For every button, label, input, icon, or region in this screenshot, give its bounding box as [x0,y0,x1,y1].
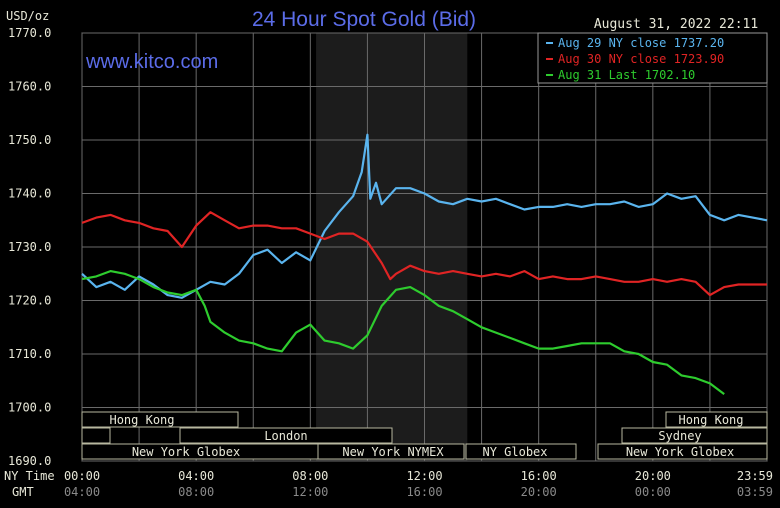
y-tick-label: 1710.0 [8,347,51,361]
ny-time-tick-label: 23:59 [737,469,773,483]
session-sydney [621,427,768,444]
legend-swatch-aug31 [546,74,553,76]
session-hong-kong-left [81,411,239,428]
y-tick-label: 1740.0 [8,187,51,201]
session-label-ny-nymex: New York NYMEX [342,445,444,459]
session-label-ny-globex-mid: NY Globex [482,445,547,459]
y-tick-label: 1690.0 [8,454,51,468]
gmt-tick-label: 16:00 [406,485,442,499]
gmt-row-label: GMT [12,485,34,499]
ny-time-tick-label: 20:00 [635,469,671,483]
legend-box [537,32,768,84]
session-london [81,427,111,444]
series-lines [81,133,768,395]
legend-label-aug29: Aug 29 NY close 1737.20 [558,36,724,50]
session-ny-globex-right [597,443,768,460]
session-label-london: London [264,429,307,443]
chart-title: 24 Hour Spot Gold (Bid) [252,8,476,31]
x-tick-labels: 00:00 04:00 08:00 12:00 16:00 20:00 23:59 04:00… [64,469,773,499]
ny-time-row-label: NY Time [4,469,55,483]
y-tick-label: 1750.0 [8,133,51,147]
gmt-tick-label: 04:00 [64,485,100,499]
y-tick-label: 1770.0 [8,26,51,40]
ny-time-tick-label: 16:00 [521,469,557,483]
legend-swatch-aug30 [546,58,553,60]
session-label-ny-globex-left: New York Globex [132,445,240,459]
series-line [81,211,767,297]
gmt-tick-label: 20:00 [521,485,557,499]
ny-time-tick-label: 08:00 [292,469,328,483]
y-tick-label: 1730.0 [8,240,51,254]
session-ny-nymex [317,443,465,460]
y-tick-label: 1760.0 [8,80,51,94]
session-label-hong-kong-right: Hong Kong [678,413,743,427]
ny-time-tick-label: 12:00 [406,469,442,483]
watermark: www.kitco.com [85,51,218,73]
session-label-sydney: Sydney [658,429,701,443]
series-line [81,133,768,299]
session-ny-globex-mid [465,443,577,460]
y-tick-label: 1720.0 [8,294,51,308]
gmt-tick-label: 12:00 [292,485,328,499]
gmt-tick-label: 00:00 [635,485,671,499]
y-tick-labels: 1770.0 1760.0 1750.0 1740.0 1730.0 1720.0 1710… [8,26,51,468]
gmt-tick-label: 03:59 [737,485,773,499]
ny-time-tick-label: 04:00 [178,469,214,483]
grid-lines [81,32,768,462]
y-unit-label: USD/oz [6,9,49,23]
gmt-tick-label: 08:00 [178,485,214,499]
series-line [81,270,725,395]
session-bands [81,411,768,460]
y-tick-label: 1700.0 [8,401,51,415]
legend-label-aug31: Aug 31 Last 1702.10 [558,68,695,82]
legend: Aug 29 NY close 1737.20 Aug 30 NY close … [537,32,768,84]
session-hong-kong-right [665,411,768,428]
legend-label-aug30: Aug 30 NY close 1723.90 [558,52,724,66]
legend-swatch-aug29 [546,42,553,44]
session-label-ny-globex-right: New York Globex [626,445,734,459]
ny-time-tick-label: 00:00 [64,469,100,483]
session-london-main [179,427,393,444]
session-label-hong-kong-left: Hong Kong [109,413,174,427]
timestamp: August 31, 2022 22:11 [594,17,758,32]
